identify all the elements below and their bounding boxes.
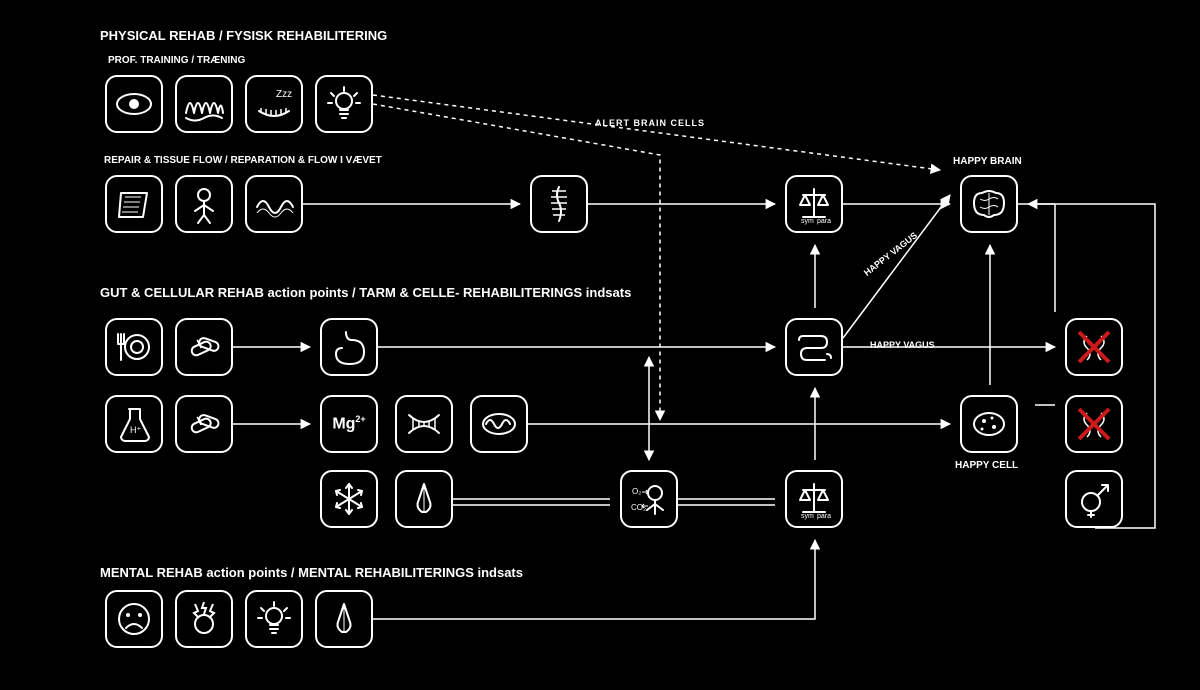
svg-text:Zzz: Zzz (276, 89, 292, 100)
edge-label-happy-vagus-diag: HAPPY VAGUS (862, 230, 919, 278)
outcome-happy-cell: HAPPY CELL (955, 460, 1018, 471)
eye-icon (105, 75, 163, 133)
meditation-icon (315, 590, 373, 648)
stomach-icon (320, 318, 378, 376)
svg-text:sym: sym (801, 218, 814, 225)
brain-icon (960, 175, 1018, 233)
stress-icon (175, 590, 233, 648)
sleep-icon: Zzz (245, 75, 303, 133)
magnesium-icon: Mg2+ (320, 395, 378, 453)
outcome-happy-brain: HAPPY BRAIN (953, 156, 1022, 167)
edge-label-happy-vagus: HAPPY VAGUS (870, 340, 935, 350)
balance-scale-2-icon: sympara (785, 470, 843, 528)
muscle-tissue-icon (105, 175, 163, 233)
mitochondria-icon (470, 395, 528, 453)
spine-icon (530, 175, 588, 233)
svg-text:H⁺: H⁺ (130, 425, 141, 435)
svg-text:para: para (817, 513, 831, 520)
pills-icon (175, 318, 233, 376)
subsection-prof-training: PROF. TRAINING / TRÆNING (108, 55, 245, 66)
svg-text:para: para (817, 218, 831, 225)
gut-icon (785, 318, 843, 376)
wave-icon (245, 175, 303, 233)
no-pain-icon (1065, 395, 1123, 453)
section-gut-cellular: GUT & CELLULAR REHAB action points / TAR… (100, 285, 631, 300)
supplement-icon (175, 395, 233, 453)
lightbulb-icon (315, 75, 373, 133)
subsection-repair-tissue: REPAIR & TISSUE FLOW / REPARATION & FLOW… (104, 155, 382, 166)
cold-icon (320, 470, 378, 528)
hormone-icon (1065, 470, 1123, 528)
balance-scale-icon: sympara (785, 175, 843, 233)
flask-icon: H⁺ (105, 395, 163, 453)
section-physical-rehab: PHYSICAL REHAB / FYSISK REHABILITERING (100, 28, 387, 43)
cell-icon (960, 395, 1018, 453)
sad-face-icon (105, 590, 163, 648)
edge-label-alert-brain: ALERT BRAIN CELLS (595, 118, 705, 128)
lightbulb-2-icon (245, 590, 303, 648)
rhythm-icon (175, 75, 233, 133)
section-mental-rehab: MENTAL REHAB action points / MENTAL REHA… (100, 565, 523, 580)
dna-icon (395, 395, 453, 453)
svg-text:sym: sym (801, 513, 814, 520)
no-inflammation-icon (1065, 318, 1123, 376)
person-icon (175, 175, 233, 233)
breathing-icon: O₂CO₂ (620, 470, 678, 528)
plate-icon (105, 318, 163, 376)
mindfulness-icon (395, 470, 453, 528)
svg-text:O₂: O₂ (632, 487, 641, 496)
